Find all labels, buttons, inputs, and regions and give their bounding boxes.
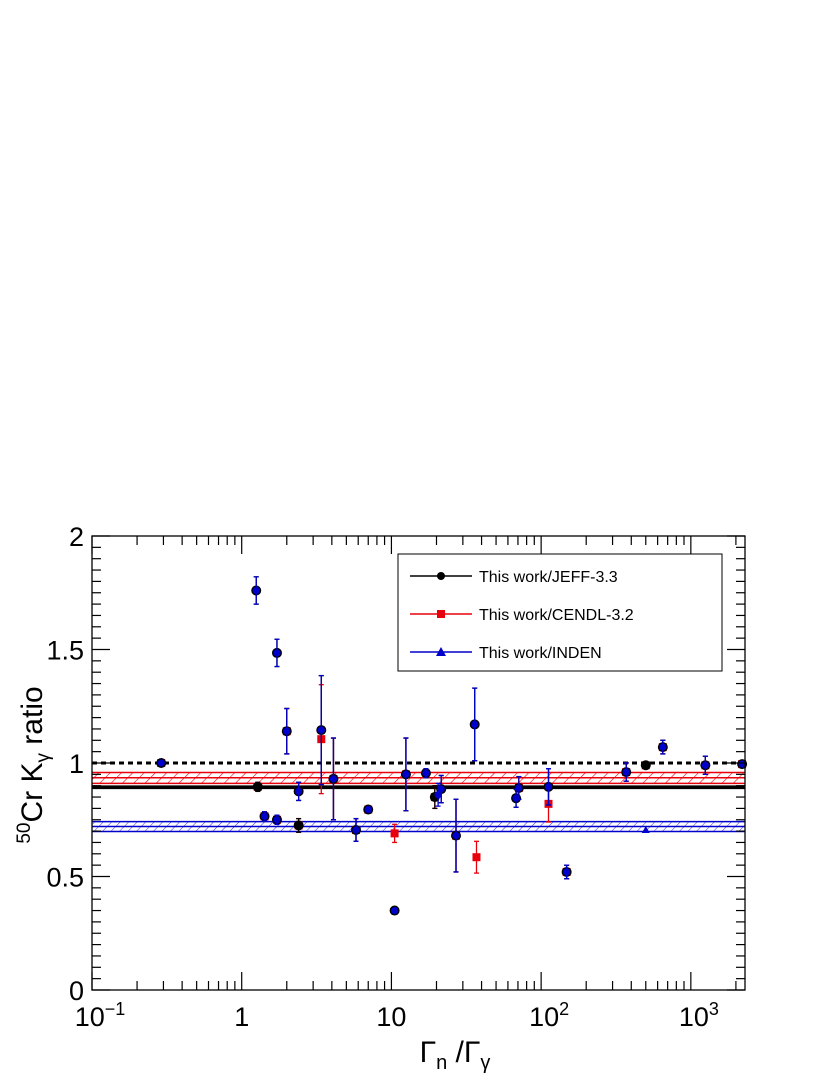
data-point-triangle	[352, 826, 360, 834]
y-tick-label: 0	[69, 976, 84, 1006]
data-point-triangle	[273, 816, 281, 824]
legend-marker-square	[437, 610, 445, 618]
data-point-triangle	[273, 649, 281, 657]
data-point-circle	[640, 760, 651, 771]
data-point-triangle	[622, 768, 630, 776]
legend: This work/JEFF-3.3 This work/CENDL-3.2 T…	[397, 553, 723, 672]
data-point-triangle	[659, 743, 667, 751]
data-point-triangle	[402, 770, 410, 778]
points-layer	[156, 576, 748, 916]
data-point-triangle	[317, 726, 325, 734]
data-point-triangle	[437, 785, 445, 793]
legend-marker-circle	[437, 572, 445, 580]
data-point-triangle	[390, 906, 399, 915]
data-point-square	[390, 829, 399, 838]
y-axis-title: 50Cr Kγ ratio	[14, 686, 54, 843]
x-tick-label: 103	[679, 999, 719, 1032]
x-tick-labels: 10−1 1 10 102 103	[75, 999, 719, 1032]
x-tick-label: 1	[234, 1002, 249, 1032]
data-point-triangle	[364, 805, 372, 814]
data-point-triangle	[295, 787, 303, 795]
x-axis-title: Γn /Γγ	[420, 1036, 491, 1074]
data-point-triangle	[512, 794, 520, 802]
data-point-triangle	[329, 775, 338, 783]
data-point-triangle	[434, 791, 442, 799]
y-tick-label: 1	[69, 749, 84, 779]
data-point-triangle	[452, 832, 460, 840]
data-point-triangle	[738, 760, 746, 768]
data-point-triangle	[422, 769, 430, 777]
x-tick-label: 10	[376, 1002, 406, 1032]
data-point-circle	[293, 820, 304, 831]
data-point-circle	[252, 781, 263, 792]
legend-label: This work/JEFF-3.3	[479, 569, 618, 586]
legend-entry-inden: This work/INDEN	[410, 645, 602, 662]
y-tick-label: 1.5	[46, 636, 84, 666]
data-point-triangle	[701, 761, 709, 769]
legend-entry-jeff: This work/JEFF-3.3	[410, 569, 618, 586]
data-point-triangle	[641, 825, 650, 833]
y-tick-label: 0.5	[46, 863, 84, 893]
data-point-triangle	[471, 720, 479, 729]
data-point-triangle	[252, 586, 260, 595]
bands-layer	[92, 771, 745, 833]
data-point-triangle	[515, 784, 523, 792]
ticks-layer	[91, 535, 745, 991]
data-point-triangle	[260, 812, 269, 820]
data-point-square	[472, 853, 481, 862]
y-tick-label: 2	[69, 522, 84, 552]
x-tick-label: 102	[529, 999, 569, 1032]
data-point-triangle	[544, 783, 553, 791]
data-point-triangle	[563, 868, 571, 876]
data-point-triangle	[283, 727, 291, 735]
legend-entry-cendl: This work/CENDL-3.2	[410, 607, 634, 624]
y-tick-labels: 0 0.5 1 1.5 2	[46, 522, 84, 1006]
legend-label: This work/CENDL-3.2	[479, 607, 634, 624]
legend-marker-triangle	[436, 647, 446, 656]
legend-label: This work/INDEN	[479, 645, 602, 662]
x-tick-label: 10−1	[75, 999, 126, 1032]
data-point-triangle	[157, 759, 165, 767]
